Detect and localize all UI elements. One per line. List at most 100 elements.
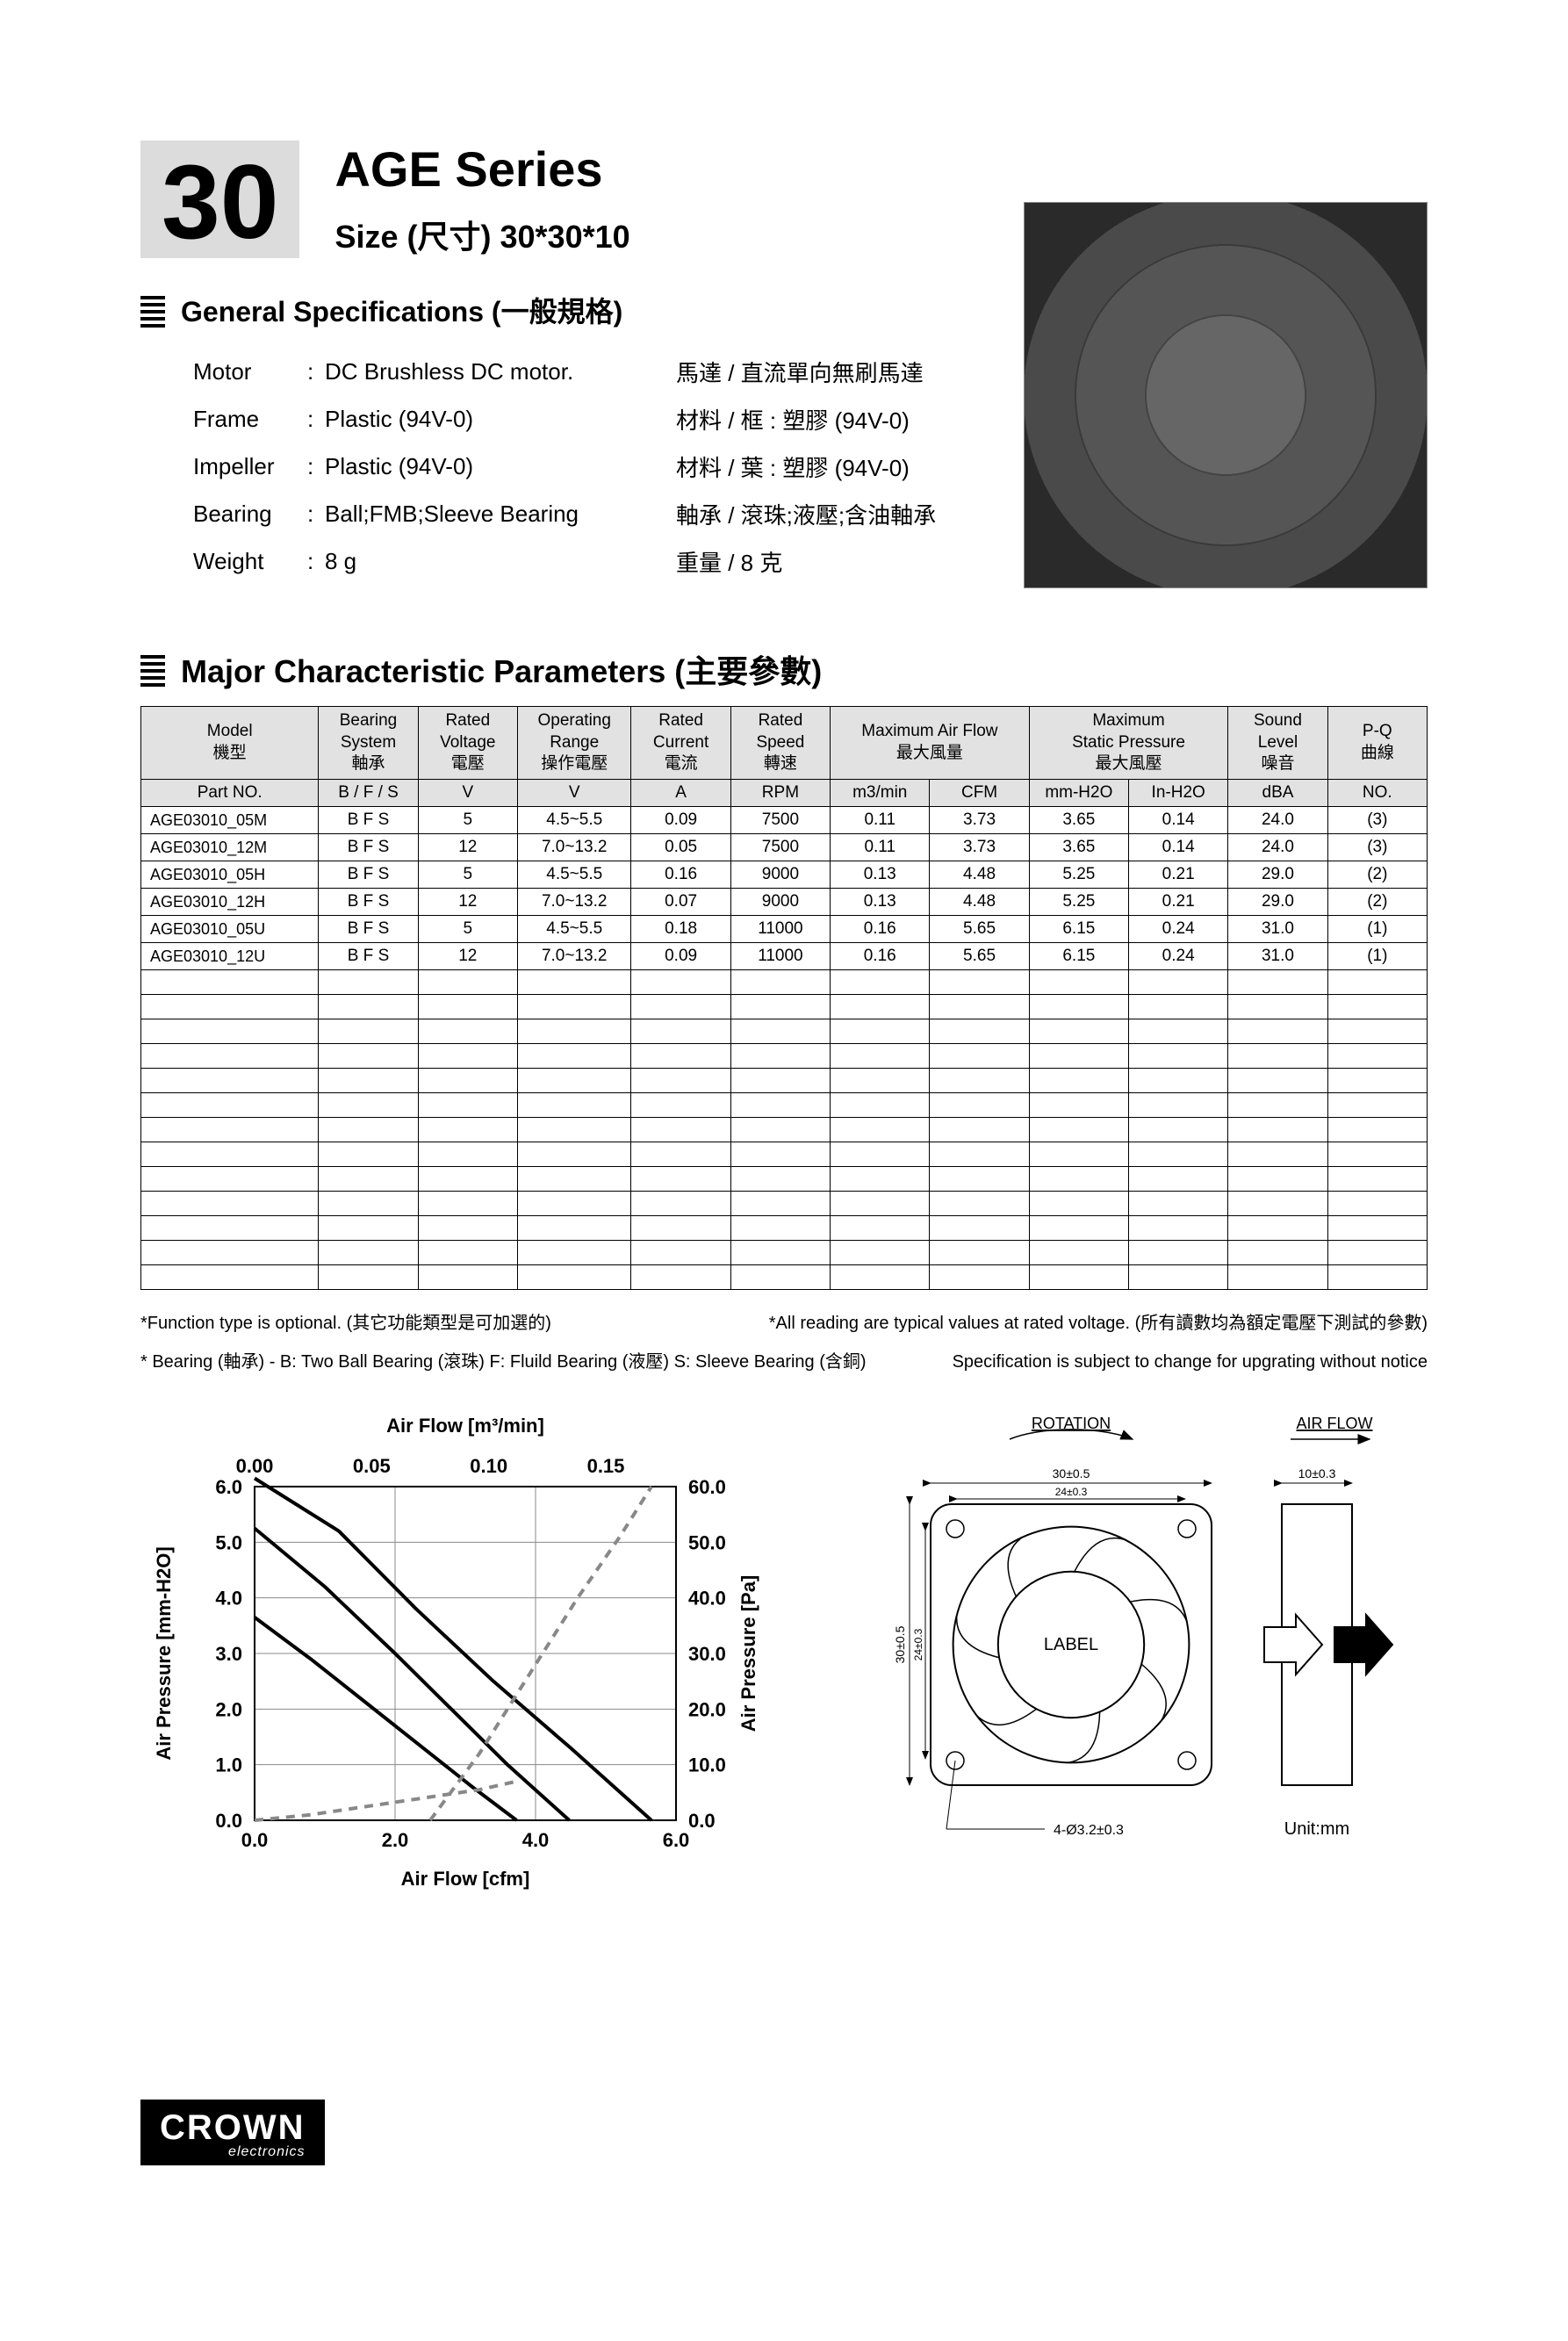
table-cell: 3.65 (1029, 834, 1128, 861)
svg-text:6.0: 6.0 (215, 1476, 242, 1498)
svg-text:40.0: 40.0 (688, 1588, 726, 1610)
table-row-empty (141, 1216, 1428, 1241)
svg-text:2.0: 2.0 (215, 1698, 242, 1720)
svg-text:4-Ø3.2±0.3: 4-Ø3.2±0.3 (1054, 1823, 1124, 1838)
svg-text:0.0: 0.0 (688, 1810, 716, 1832)
table-cell: AGE03010_12M (141, 834, 319, 861)
table-cell: 31.0 (1228, 916, 1327, 943)
table-row-empty (141, 995, 1428, 1019)
table-cell: 5.65 (930, 916, 1029, 943)
footnote-2-right: Specification is subject to change for u… (953, 1343, 1428, 1381)
svg-text:2.0: 2.0 (382, 1829, 409, 1851)
table-cell: (2) (1327, 889, 1427, 916)
table-cell: (2) (1327, 861, 1427, 889)
table-subheader: mm-H2O (1029, 780, 1128, 807)
table-cell: 3.73 (930, 834, 1029, 861)
table-cell: 12 (418, 834, 517, 861)
spec-label: Weight (193, 548, 307, 575)
table-cell: 29.0 (1228, 889, 1327, 916)
table-row-empty (141, 1241, 1428, 1265)
spec-value-zh: 軸承 / 滾珠;液壓;含油軸承 (676, 498, 1010, 530)
svg-text:AIR FLOW: AIR FLOW (1296, 1415, 1372, 1432)
colon: : (307, 548, 325, 575)
table-cell: 0.05 (631, 834, 730, 861)
table-header: Maximum Air Flow最大風量 (831, 707, 1030, 780)
table-cell: B F S (319, 807, 418, 834)
table-cell: 5.25 (1029, 861, 1128, 889)
table-cell: 7500 (730, 834, 830, 861)
svg-text:4.0: 4.0 (522, 1829, 550, 1851)
table-cell: AGE03010_12U (141, 943, 319, 970)
table-cell: 7.0~13.2 (517, 943, 630, 970)
table-cell: AGE03010_05U (141, 916, 319, 943)
svg-text:Air Flow [cfm]: Air Flow [cfm] (401, 1868, 530, 1890)
hatch-icon (140, 652, 165, 687)
table-row: AGE03010_12UB F S127.0~13.20.09110000.16… (141, 943, 1428, 970)
table-cell: 5 (418, 916, 517, 943)
table-header: RatedSpeed轉速 (730, 707, 830, 780)
hatch-icon (140, 292, 165, 328)
svg-text:10.0: 10.0 (688, 1754, 726, 1776)
table-cell: 5 (418, 861, 517, 889)
table-header: MaximumStatic Pressure最大風壓 (1029, 707, 1228, 780)
table-cell: B F S (319, 861, 418, 889)
table-row-empty (141, 1192, 1428, 1216)
svg-text:0.15: 0.15 (587, 1455, 625, 1477)
table-row: AGE03010_05MB F S54.5~5.50.0975000.113.7… (141, 807, 1428, 834)
table-cell: 11000 (730, 943, 830, 970)
table-cell: 3.65 (1029, 807, 1128, 834)
spec-label: Motor (193, 358, 307, 385)
table-cell: 0.24 (1129, 943, 1228, 970)
spec-value: Plastic (94V-0) (325, 406, 676, 433)
svg-text:0.00: 0.00 (236, 1455, 274, 1477)
table-cell: B F S (319, 834, 418, 861)
table-cell: (1) (1327, 943, 1427, 970)
footnote-1-left: *Function type is optional. (其它功能類型是可加選的… (140, 1304, 551, 1343)
table-row-empty (141, 1167, 1428, 1192)
table-cell: 6.15 (1029, 943, 1128, 970)
table-header: BearingSystem軸承 (319, 707, 418, 780)
series-title: AGE Series (334, 140, 629, 198)
table-cell: 9000 (730, 889, 830, 916)
svg-text:0.10: 0.10 (470, 1455, 507, 1477)
svg-text:60.0: 60.0 (688, 1476, 726, 1498)
footnotes: *Function type is optional. (其它功能類型是可加選的… (140, 1304, 1428, 1381)
svg-text:24±0.3: 24±0.3 (912, 1628, 924, 1660)
colon: : (307, 501, 325, 528)
table-cell: 11000 (730, 916, 830, 943)
spec-value-zh: 材料 / 葉 : 塑膠 (94V-0) (676, 450, 1010, 483)
table-cell: 24.0 (1228, 807, 1327, 834)
table-cell: 4.5~5.5 (517, 807, 630, 834)
spec-value: DC Brushless DC motor. (325, 358, 676, 385)
svg-text:20.0: 20.0 (688, 1698, 726, 1720)
table-cell: 29.0 (1228, 861, 1327, 889)
table-header: OperatingRange操作電壓 (517, 707, 630, 780)
table-cell: 4.5~5.5 (517, 916, 630, 943)
table-subheader: In-H2O (1129, 780, 1228, 807)
table-cell: 0.24 (1129, 916, 1228, 943)
table-cell: 0.21 (1129, 889, 1228, 916)
table-row-empty (141, 1118, 1428, 1142)
spec-value-zh: 馬達 / 直流單向無刷馬達 (676, 356, 1010, 388)
brand-logo: CROWN electronics (140, 2100, 325, 2165)
table-subheader: Part NO. (141, 780, 319, 807)
table-cell: 0.09 (631, 943, 730, 970)
spec-value-zh: 重量 / 8 克 (676, 545, 1010, 578)
table-header: RatedVoltage電壓 (418, 707, 517, 780)
section-major-params: Major Characteristic Parameters (主要參數) (140, 646, 1428, 692)
params-table: Model機型BearingSystem軸承RatedVoltage電壓Oper… (140, 706, 1428, 1290)
table-cell: 24.0 (1228, 834, 1327, 861)
svg-text:Air Pressure [mm-H2O]: Air Pressure [mm-H2O] (153, 1546, 175, 1760)
table-cell: AGE03010_05M (141, 807, 319, 834)
footnote-1-right: *All reading are typical values at rated… (769, 1304, 1428, 1343)
pq-chart: 0.00.01.010.02.020.03.030.04.040.05.050.… (140, 1408, 773, 1899)
svg-text:30±0.5: 30±0.5 (893, 1625, 907, 1663)
spec-value: Plastic (94V-0) (325, 453, 676, 480)
spec-value: 8 g (325, 548, 676, 575)
table-subheader: V (418, 780, 517, 807)
svg-text:0.05: 0.05 (353, 1455, 391, 1477)
svg-text:24±0.3: 24±0.3 (1055, 1486, 1088, 1498)
table-cell: 0.13 (831, 889, 930, 916)
svg-text:1.0: 1.0 (215, 1754, 242, 1776)
table-cell: 0.16 (631, 861, 730, 889)
